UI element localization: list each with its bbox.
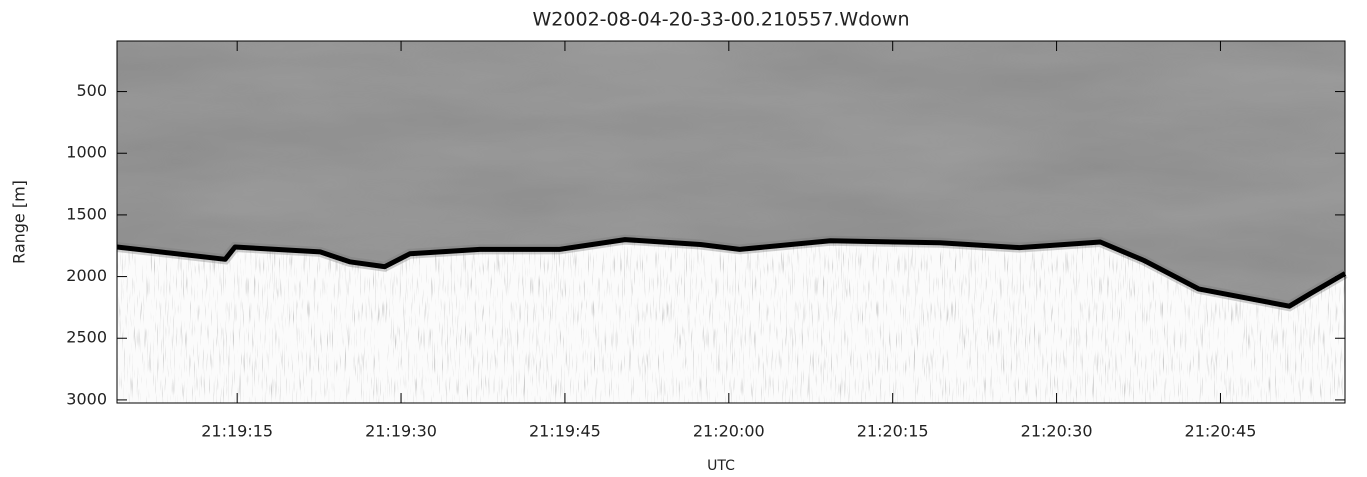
y-tick-label: 2000 xyxy=(66,266,107,285)
x-tick-label: 21:19:30 xyxy=(365,422,437,441)
upper-texture xyxy=(117,41,1345,307)
x-axis-label: UTC xyxy=(707,458,735,474)
y-tick-label: 2500 xyxy=(66,328,107,347)
x-tick-label: 21:20:15 xyxy=(857,422,929,441)
x-tick-label: 21:19:45 xyxy=(529,422,601,441)
x-tick-label: 21:20:00 xyxy=(693,422,765,441)
chart-title: W2002-08-04-20-33-00.210557.Wdown xyxy=(533,9,910,31)
y-tick-label: 1500 xyxy=(66,204,107,223)
surface-line xyxy=(116,237,1347,309)
y-tick-label: 500 xyxy=(76,81,107,100)
plot-area xyxy=(116,41,1348,403)
x-tick-label: 21:19:15 xyxy=(201,422,273,441)
y-tick-label: 3000 xyxy=(66,389,107,408)
y-tick-label: 1000 xyxy=(66,143,107,162)
plot-frame xyxy=(116,40,1346,404)
x-tick-label: 21:20:45 xyxy=(1185,422,1257,441)
x-tick-label: 21:20:30 xyxy=(1021,422,1093,441)
y-axis-label: Range [m] xyxy=(10,180,29,264)
